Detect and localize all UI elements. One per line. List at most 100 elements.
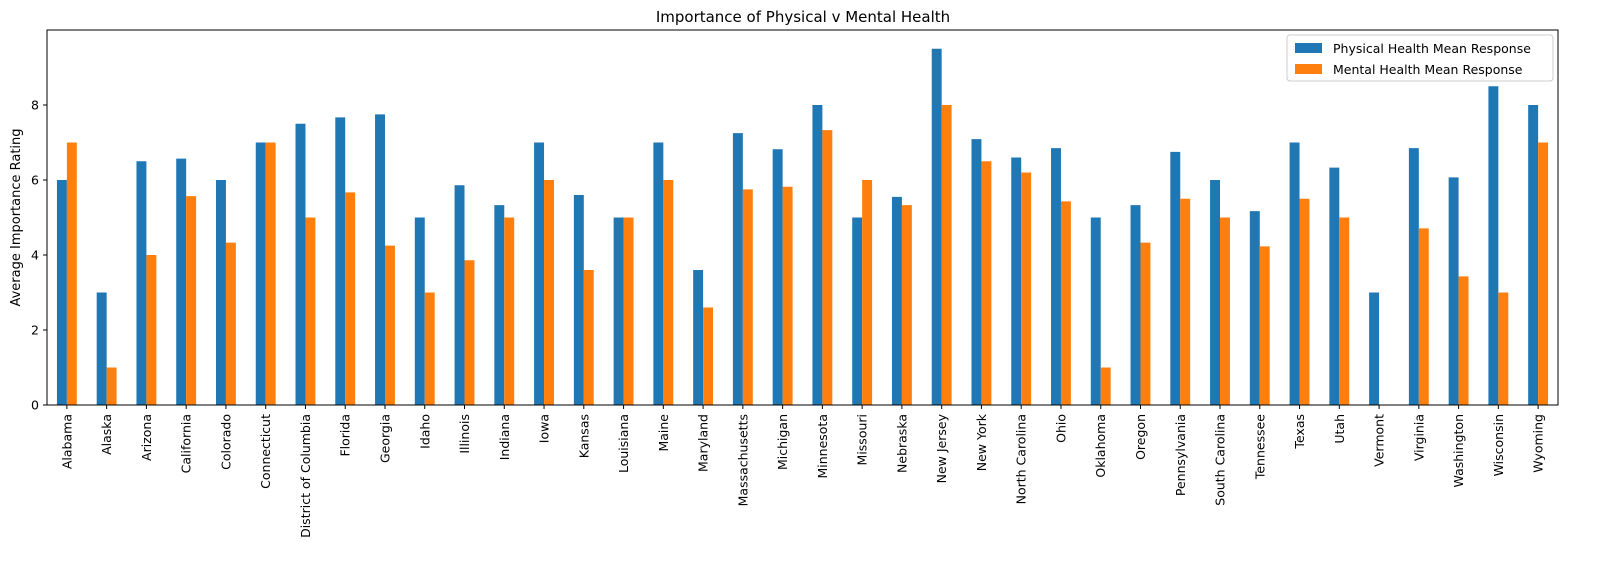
bar-physical-missouri (852, 217, 863, 405)
x-tick-label: Colorado (218, 414, 233, 470)
bar-mental-tennessee (1259, 246, 1270, 405)
x-tick-label: Missouri (855, 414, 870, 465)
axes-group: 0 2 4 6 8 Alabama Alaska Arizona California Color… (31, 29, 1559, 538)
bar-mental-michigan (782, 186, 793, 405)
bar-physical-connecticut (255, 142, 266, 405)
bar-mental-california (186, 196, 197, 405)
x-tick-label: Wisconsin (1491, 414, 1506, 476)
bar-physical-nebraska (891, 196, 902, 405)
x-tick-label: Florida (338, 414, 353, 457)
bar-physical-idaho (414, 217, 425, 405)
bars-group (56, 48, 1549, 405)
bar-physical-tennessee (1249, 211, 1260, 405)
x-tick-label: Connecticut (258, 414, 273, 489)
x-tick-label: North Carolina (1014, 414, 1029, 504)
bar-mental-colorado (225, 242, 236, 405)
bar-mental-new-jersey (941, 105, 952, 405)
bar-mental-pennsylvania (1180, 198, 1191, 405)
x-tick-label: Illinois (457, 414, 472, 454)
bar-mental-oregon (1140, 242, 1151, 405)
x-tick-label: Vermont (1372, 414, 1387, 467)
x-tick-label: Maine (656, 414, 671, 452)
bar-mental-oklahoma (1100, 367, 1111, 405)
bar-mental-florida (345, 192, 356, 405)
x-tick-label: Kansas (576, 414, 591, 458)
x-tick-label: Iowa (537, 414, 552, 443)
bar-physical-indiana (494, 205, 505, 405)
bar-mental-maryland (703, 307, 714, 405)
x-tick-label: Ohio (1053, 414, 1068, 443)
bar-mental-new-york (981, 161, 992, 405)
bar-physical-georgia (375, 114, 385, 405)
bar-mental-georgia (384, 245, 395, 405)
bar-physical-vermont (1369, 292, 1380, 405)
x-tick-label: Oregon (1133, 414, 1148, 460)
legend-label-mental: Mental Health Mean Response (1333, 62, 1523, 77)
x-tick-label: Minnesota (815, 414, 830, 479)
bar-mental-south-carolina (1220, 217, 1230, 405)
bar-mental-minnesota (822, 130, 833, 405)
bar-mental-wyoming (1538, 142, 1549, 405)
bar-physical-california (176, 158, 187, 405)
bar-physical-washington (1448, 177, 1459, 405)
bar-mental-connecticut (265, 142, 276, 405)
bar-mental-alaska (106, 367, 117, 405)
legend-box (1286, 34, 1554, 82)
legend: Physical Health Mean Response Mental Heal… (1286, 34, 1554, 82)
bar-physical-minnesota (812, 105, 823, 405)
x-tick-label: Tennessee (1252, 414, 1267, 480)
bar-mental-kansas (583, 270, 594, 405)
x-tick-label: New Jersey (934, 413, 949, 483)
bar-mental-iowa (544, 180, 554, 405)
bar-physical-louisiana (613, 217, 624, 405)
x-tick-label: Nebraska (894, 414, 909, 473)
bar-physical-alaska (96, 292, 107, 405)
bar-mental-virginia (1418, 228, 1429, 405)
x-tick-label: Virginia (1411, 414, 1426, 461)
bar-mental-missouri (862, 180, 873, 405)
x-tick-label: Alabama (59, 414, 74, 469)
bar-physical-michigan (772, 149, 783, 405)
x-tick-label: Pennsylvania (1173, 414, 1188, 496)
bar-physical-south-carolina (1210, 180, 1221, 405)
bar-physical-maine (653, 142, 664, 405)
bar-physical-ohio (1051, 148, 1061, 405)
bar-physical-florida (335, 117, 346, 405)
bar-mental-nebraska (901, 205, 912, 405)
bar-physical-kansas (573, 195, 584, 405)
bar-mental-maine (663, 180, 674, 405)
x-tick-label: Indiana (497, 414, 512, 460)
bar-mental-alabama (66, 142, 77, 405)
bar-mental-north-carolina (1021, 172, 1032, 405)
bar-physical-oklahoma (1090, 217, 1101, 405)
x-tick-label: Idaho (417, 414, 432, 449)
y-tick-label: 2 (31, 323, 39, 338)
chart-title: Importance of Physical v Mental Health (656, 8, 950, 26)
x-tick-label: Arizona (139, 414, 154, 461)
bar-physical-utah (1329, 167, 1340, 405)
x-tick-label: California (179, 414, 194, 473)
bar-physical-virginia (1408, 148, 1419, 405)
bar-physical-iowa (534, 142, 545, 405)
bar-physical-oregon (1130, 205, 1141, 405)
bar-mental-utah (1339, 217, 1350, 405)
bar-mental-indiana (504, 217, 515, 405)
x-tick-label: Georgia (377, 414, 392, 463)
bar-mental-ohio (1060, 201, 1071, 405)
legend-swatch-physical (1295, 43, 1322, 53)
bar-physical-new-york (971, 139, 982, 405)
bar-physical-pennsylvania (1170, 151, 1181, 405)
legend-label-physical: Physical Health Mean Response (1333, 41, 1531, 56)
bar-physical-illinois (454, 185, 465, 405)
bar-mental-district-of-columbia (305, 217, 316, 405)
bar-physical-arizona (136, 161, 147, 405)
y-tick-label: 8 (31, 98, 39, 113)
bar-mental-massachusetts (742, 189, 753, 405)
x-tick-label: Oklahoma (1093, 414, 1108, 478)
y-tick-label: 4 (31, 248, 39, 263)
bar-physical-alabama (56, 180, 67, 405)
bar-mental-illinois (464, 260, 475, 405)
bar-mental-louisiana (623, 217, 634, 405)
